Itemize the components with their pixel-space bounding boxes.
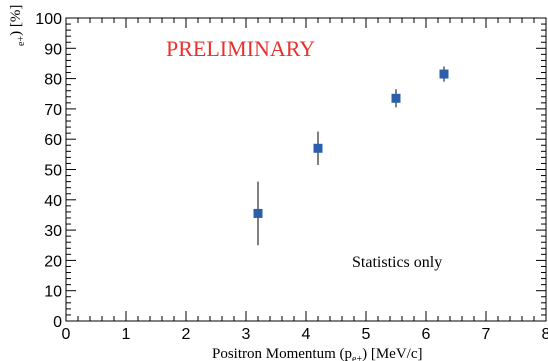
data-point-marker [313,143,323,153]
x-tick-label: 4 [302,326,311,343]
x-tick-label: 1 [122,326,131,343]
data-points [253,66,449,246]
x-tick-label: 0 [62,326,71,343]
x-tick-label: 3 [242,326,251,343]
y-tick-label: 60 [44,132,62,149]
y-tick-label: 40 [44,193,62,210]
svg-text:e+) [%]: e+) [%] [8,5,27,46]
y-tick-label: 10 [44,284,62,301]
data-point-marker [439,69,449,79]
preliminary-label: PRELIMINARY [166,36,315,61]
data-point-marker [391,93,401,103]
plot-frame [65,17,547,322]
y-axis-title-sub: e+ [16,36,27,46]
y-tick-label: 0 [53,314,62,331]
x-tick-label: 6 [422,326,431,343]
y-tick-label: 20 [44,253,62,270]
x-tick-label: 2 [182,326,191,343]
plot-area-border [65,17,547,322]
y-tick-label: 50 [44,163,62,180]
y-tick-label: 70 [44,102,62,119]
y-tick-label: 100 [35,11,62,28]
data-point-marker [253,208,263,218]
x-axis-title-main: Positron Momentum (p [212,346,352,361]
y-axis-title-main: ) [%] [8,5,24,36]
x-axis-title-sub: e+ [352,354,362,361]
statistics-note: Statistics only [352,254,442,271]
axis-ticks [65,17,547,322]
x-tick-label: 8 [542,326,548,343]
x-axis-title: Positron Momentum (pe+) [MeV/c] [212,346,422,361]
y-tick-label: 90 [44,41,62,58]
y-tick-label: 80 [44,72,62,89]
y-tick-label: 30 [44,223,62,240]
y-axis-title: e+) [%] [8,5,27,46]
x-axis-title-tail: ) [MeV/c] [362,346,422,361]
x-tick-label: 5 [362,326,371,343]
x-tick-label: 7 [482,326,491,343]
